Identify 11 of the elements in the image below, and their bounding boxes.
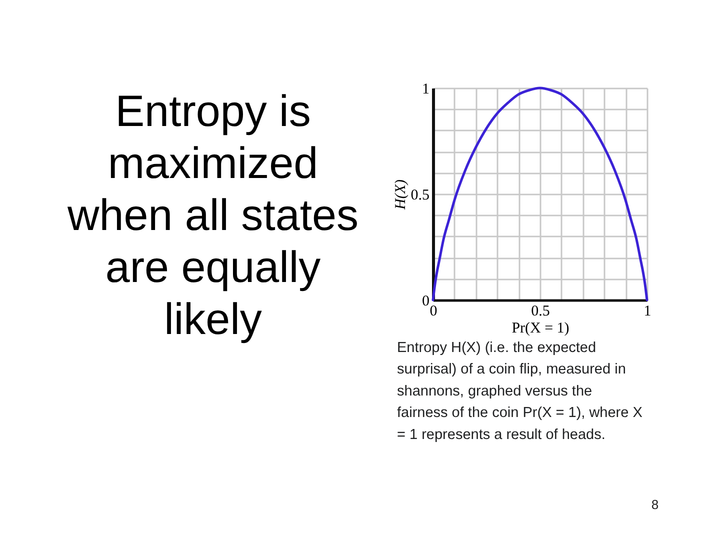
y-tick-label: 1 [422,82,430,98]
line-series [432,86,648,302]
text: Entropy is maximized when all states are equally likely [66,87,359,344]
y-tick-label: 0 [422,294,430,310]
y-axis-title: H(X) [392,180,409,210]
x-tick-label: 1 [644,304,652,320]
x-tick-label: 0.5 [531,304,550,320]
text: Entropy H(X) (i.e. the expected surprisal) of a coin flip, measured in shannons, graphed versus the fairness of the coin Pr(X = 1), where X = 1 represents a result of heads. [397,340,643,443]
text: 8 [651,497,659,512]
x-axis-title: Pr(X = 1) [512,320,570,336]
y-tick-label: 0.5 [410,188,430,204]
